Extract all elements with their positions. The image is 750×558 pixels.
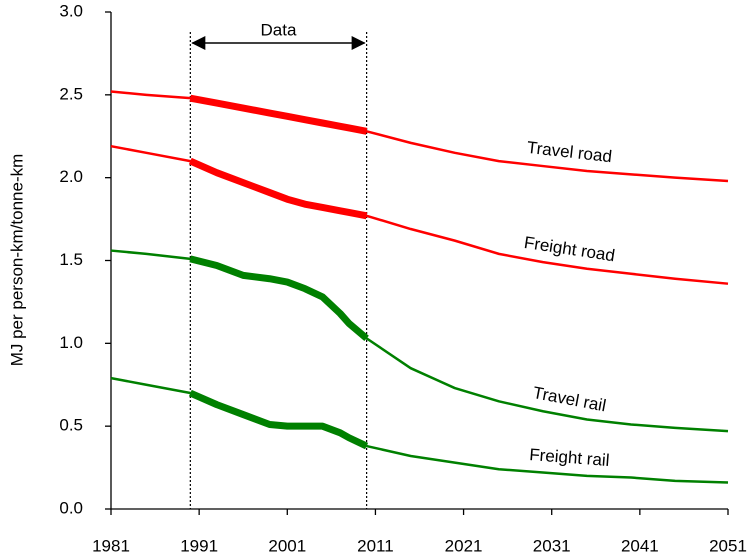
y-tick-label: 1.5 bbox=[59, 250, 83, 269]
y-tick-label: 2.5 bbox=[59, 84, 83, 103]
y-tick-label: 3.0 bbox=[59, 1, 83, 20]
series-label: Freight rail bbox=[529, 445, 611, 470]
y-tick-label: 0.5 bbox=[59, 416, 83, 435]
data-range-label: Data bbox=[261, 20, 297, 39]
x-tick-label: 2011 bbox=[357, 536, 394, 555]
x-tick-label: 2051 bbox=[709, 536, 747, 555]
y-axis-label: MJ per person-km/tonne-km bbox=[7, 154, 26, 367]
arrow-head bbox=[351, 36, 366, 50]
series-line bbox=[110, 249, 729, 433]
series-line-data bbox=[188, 389, 369, 450]
y-tick-label: 0.0 bbox=[59, 498, 83, 517]
arrow-head bbox=[191, 36, 206, 50]
x-tick-label: 2021 bbox=[445, 536, 483, 555]
y-tick-label: 1.0 bbox=[59, 333, 83, 352]
series-label: Travel road bbox=[526, 138, 613, 166]
x-tick-label: 1981 bbox=[92, 536, 130, 555]
y-tick-label: 2.0 bbox=[59, 167, 83, 186]
series-line bbox=[110, 376, 729, 484]
x-tick-label: 2001 bbox=[268, 536, 306, 555]
series-line-data bbox=[189, 255, 369, 342]
series-line-data bbox=[189, 94, 368, 135]
series-line-data bbox=[188, 157, 368, 220]
x-tick-label: 2041 bbox=[621, 536, 659, 555]
x-tick-label: 1991 bbox=[180, 536, 218, 555]
x-tick-label: 2031 bbox=[533, 536, 571, 555]
